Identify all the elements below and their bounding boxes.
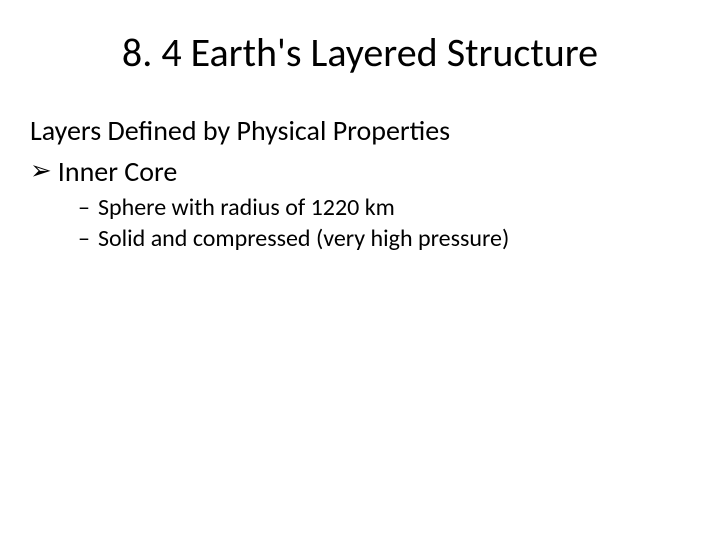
list-item: – Sphere with radius of 1220 km	[78, 193, 690, 222]
bullet-level1-text: Inner Core	[58, 154, 178, 189]
slide-title: 8. 4 Earth's Layered Structure	[30, 28, 690, 77]
dash-icon: –	[78, 193, 90, 222]
list-item: – Solid and compressed (very high pressu…	[78, 224, 690, 253]
slide-container: 8. 4 Earth's Layered Structure Layers De…	[0, 0, 720, 540]
dash-icon: –	[78, 224, 90, 253]
bullet-inner-core: ➢ Inner Core	[30, 154, 690, 189]
bullet-level2-text: Solid and compressed (very high pressure…	[98, 224, 509, 253]
arrow-icon: ➢	[30, 154, 52, 188]
bullet-level2-text: Sphere with radius of 1220 km	[98, 193, 395, 222]
slide-subtitle: Layers Defined by Physical Properties	[30, 113, 690, 148]
